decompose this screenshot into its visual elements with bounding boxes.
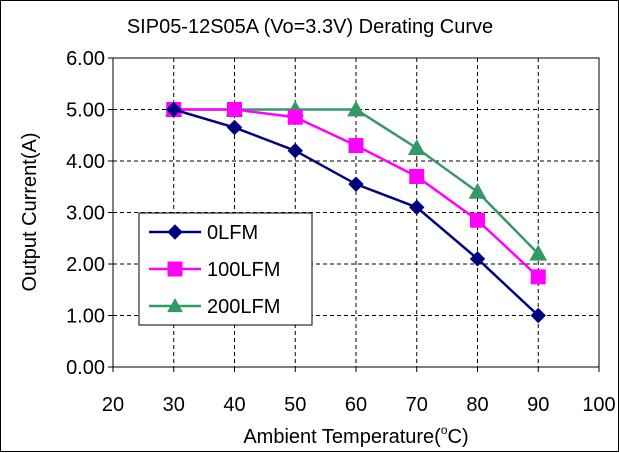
x-tick-label: 80 xyxy=(466,394,488,416)
legend-marker-100LFM xyxy=(168,262,182,276)
y-tick-label: 6.00 xyxy=(66,48,105,70)
data-point-100LFM xyxy=(349,139,363,153)
y-tick-label: 1.00 xyxy=(66,306,105,328)
data-point-200LFM xyxy=(409,140,425,154)
legend: 0LFM 100LFM 200LFM xyxy=(139,213,312,325)
y-tick-label: 5.00 xyxy=(66,100,105,122)
y-axis-label: Output Current(A) xyxy=(19,133,41,292)
x-tick-label: 70 xyxy=(406,394,428,416)
x-tick-label: 30 xyxy=(163,394,185,416)
y-tick-label: 2.00 xyxy=(66,254,105,276)
x-tick-label: 40 xyxy=(223,394,245,416)
data-point-100LFM xyxy=(288,110,302,124)
data-point-100LFM xyxy=(531,270,545,284)
x-axis-label-unit: C) xyxy=(448,426,469,448)
data-point-0LFM xyxy=(349,177,363,191)
x-tick-label: 60 xyxy=(345,394,367,416)
x-axis-label-text: Ambient Temperature( xyxy=(243,426,441,448)
x-tick-label: 20 xyxy=(102,394,124,416)
data-point-100LFM xyxy=(410,169,424,183)
x-axis-label: Ambient Temperature(oC) xyxy=(243,423,468,448)
data-point-0LFM xyxy=(228,121,242,135)
data-point-0LFM xyxy=(288,144,302,158)
legend-label-200LFM: 200LFM xyxy=(207,296,280,318)
x-tick-label: 100 xyxy=(582,394,615,416)
x-tick-label: 50 xyxy=(284,394,306,416)
data-point-100LFM xyxy=(228,103,242,117)
y-tick-label: 0.00 xyxy=(66,357,105,379)
data-point-200LFM xyxy=(470,184,486,198)
y-tick-label: 4.00 xyxy=(66,151,105,173)
chart-title: SIP05-12S05A (Vo=3.3V) Derating Curve xyxy=(127,16,493,38)
x-tick-label: 90 xyxy=(527,394,549,416)
y-tick-label: 3.00 xyxy=(66,203,105,225)
legend-label-100LFM: 100LFM xyxy=(207,259,280,281)
legend-label-0LFM: 0LFM xyxy=(207,222,258,244)
data-point-100LFM xyxy=(471,213,485,227)
